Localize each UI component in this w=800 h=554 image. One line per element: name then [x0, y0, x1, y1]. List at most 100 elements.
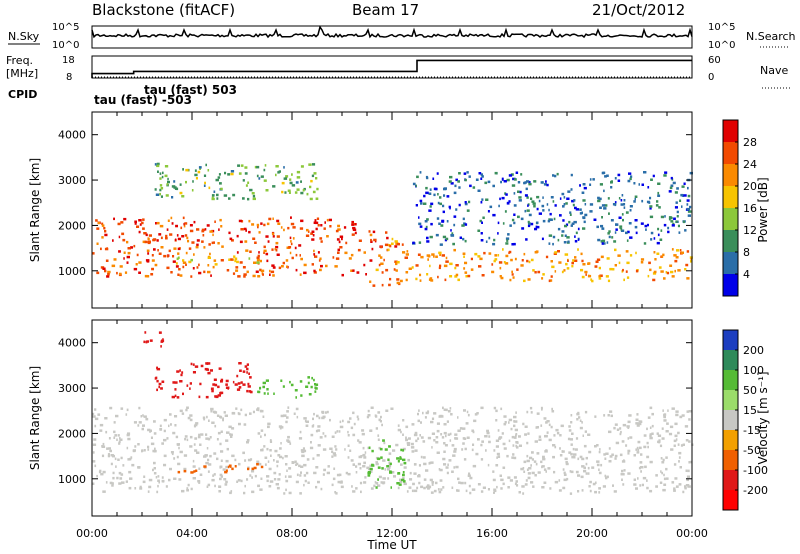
heatmap-cell	[587, 433, 591, 436]
heatmap-cell	[243, 275, 246, 278]
heatmap-cell	[267, 460, 270, 463]
heatmap-cell	[254, 241, 257, 244]
velocity-colorbar-tick-label: -50	[743, 444, 761, 457]
heatmap-cell	[260, 465, 264, 469]
heatmap-cell	[674, 434, 678, 438]
heatmap-cell	[585, 472, 588, 475]
heatmap-cell	[512, 276, 515, 279]
heatmap-cell	[239, 369, 242, 372]
heatmap-cell	[147, 240, 151, 243]
heatmap-cell	[198, 481, 201, 484]
heatmap-cell	[666, 271, 670, 275]
heatmap-cell	[513, 242, 516, 246]
heatmap-cell	[270, 454, 272, 457]
heatmap-cell	[567, 437, 571, 441]
heatmap-cell	[534, 227, 538, 231]
heatmap-cell	[651, 432, 654, 435]
heatmap-cell	[581, 211, 583, 214]
heatmap-cell	[107, 454, 110, 458]
heatmap-cell	[394, 240, 398, 243]
heatmap-cell	[164, 165, 169, 168]
heatmap-cell	[431, 446, 433, 449]
heatmap-cell	[318, 416, 321, 420]
heatmap-cell	[466, 171, 469, 174]
heatmap-cell	[621, 213, 624, 216]
heatmap-cell	[431, 253, 435, 256]
heatmap-cell	[542, 455, 545, 459]
heatmap-cell	[377, 457, 381, 461]
heatmap-cell	[265, 189, 269, 192]
heatmap-cell	[379, 420, 382, 423]
heatmap-cell	[174, 381, 178, 384]
heatmap-cell	[177, 470, 181, 474]
heatmap-cell	[246, 367, 249, 371]
heatmap-cell	[381, 283, 384, 287]
heatmap-cell	[423, 202, 427, 205]
heatmap-cell	[186, 487, 189, 490]
heatmap-cell	[583, 466, 586, 470]
heatmap-cell	[303, 271, 307, 275]
heatmap-cell	[395, 443, 399, 447]
heatmap-cell	[325, 264, 328, 268]
heatmap-cell	[511, 218, 515, 222]
heatmap-cell	[595, 481, 597, 484]
heatmap-cell	[220, 459, 223, 462]
heatmap-cell	[621, 469, 624, 473]
heatmap-cell	[638, 183, 640, 186]
heatmap-cell	[415, 439, 418, 443]
heatmap-cell	[157, 479, 160, 482]
heatmap-cell	[101, 445, 106, 448]
heatmap-cell	[308, 163, 312, 166]
heatmap-cell	[429, 277, 433, 280]
heatmap-cell	[442, 204, 445, 208]
heatmap-cell	[605, 452, 609, 455]
heatmap-cell	[515, 411, 517, 414]
heatmap-cell	[370, 487, 374, 490]
heatmap-cell	[649, 205, 653, 208]
heatmap-cell	[228, 425, 232, 429]
heatmap-cell	[600, 240, 604, 243]
heatmap-cell	[527, 220, 530, 224]
heatmap-cell	[601, 216, 603, 219]
heatmap-cell	[606, 475, 609, 479]
heatmap-cell	[671, 275, 675, 278]
heatmap-cell	[686, 277, 690, 280]
heatmap-cell	[344, 448, 346, 451]
heatmap-cell	[176, 455, 179, 459]
heatmap-cell	[428, 278, 431, 281]
heatmap-cell	[267, 425, 270, 429]
heatmap-cell	[295, 480, 299, 484]
heatmap-cell	[415, 184, 417, 188]
heatmap-cell	[119, 272, 122, 276]
heatmap-cell	[257, 484, 260, 488]
heatmap-cell	[159, 184, 163, 187]
heatmap-cell	[453, 447, 457, 451]
heatmap-cell	[370, 238, 372, 242]
freq-series-line	[91, 59, 692, 78]
heatmap-cell	[532, 485, 535, 488]
heatmap-cell	[614, 248, 617, 252]
heatmap-cell	[380, 245, 383, 249]
heatmap-cell	[430, 279, 434, 282]
heatmap-cell	[214, 263, 218, 266]
heatmap-cell	[505, 193, 508, 196]
heatmap-cell	[388, 283, 391, 287]
heatmap-cell	[313, 471, 317, 475]
heatmap-cell	[312, 424, 315, 427]
heatmap-cell	[439, 196, 442, 199]
heatmap-cell	[186, 384, 189, 387]
heatmap-cell	[174, 394, 177, 398]
heatmap-cell	[160, 246, 164, 249]
heatmap-cell	[216, 193, 219, 197]
heatmap-cell	[300, 219, 304, 223]
heatmap-cell	[679, 415, 683, 419]
heatmap-cell	[562, 468, 565, 471]
heatmap-cell	[362, 446, 365, 450]
heatmap-cell	[176, 396, 180, 399]
heatmap-cell	[219, 477, 222, 481]
heatmap-cell	[508, 418, 513, 422]
heatmap-cell	[666, 422, 669, 425]
heatmap-cell	[565, 223, 569, 226]
heatmap-cell	[504, 192, 507, 195]
